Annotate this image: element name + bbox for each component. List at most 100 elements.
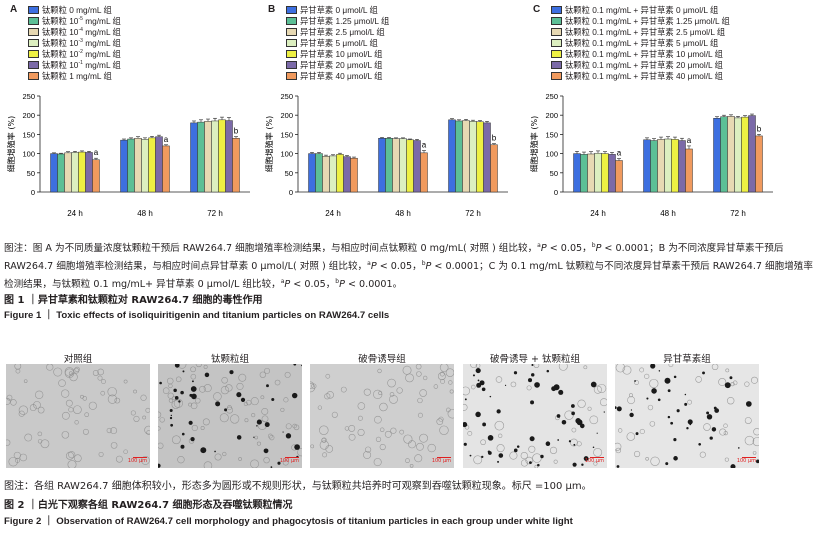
micrograph-image (615, 364, 759, 468)
cell (402, 365, 412, 375)
cell (282, 459, 289, 466)
legend-swatch (286, 5, 297, 14)
titanium-particle (277, 461, 281, 465)
cell (344, 426, 350, 431)
cell (723, 423, 728, 428)
cell (159, 417, 165, 423)
cell (753, 428, 759, 436)
cell (190, 373, 197, 380)
cell (644, 373, 650, 379)
cell (74, 366, 80, 373)
figure2-title-en: Figure 2 ｜ Observation of RAW264.7 cell … (4, 516, 573, 527)
titanium-particle (571, 404, 575, 408)
bar (155, 136, 163, 193)
cell (440, 379, 445, 384)
titanium-particle (664, 377, 671, 384)
cell (417, 397, 423, 404)
bar (755, 135, 763, 193)
scale-bar: 100 μm (737, 456, 756, 464)
y-axis-label: 细胞增殖率 (%) (264, 116, 274, 172)
cell (259, 371, 267, 378)
bar (490, 144, 498, 193)
titanium-particle (285, 433, 292, 439)
bar (350, 157, 358, 193)
cell (723, 430, 728, 436)
cell (437, 372, 446, 381)
cell (61, 431, 70, 439)
cell (363, 388, 371, 396)
cell (110, 442, 118, 449)
titanium-particle (496, 409, 501, 414)
cell (297, 448, 302, 457)
cell (230, 414, 240, 424)
cell (65, 451, 74, 460)
x-tick-label: 48 h (395, 209, 411, 218)
titanium-particle (646, 397, 649, 400)
titanium-particle (665, 462, 669, 466)
titanium-particle (687, 419, 693, 425)
cell (744, 417, 752, 424)
y-tick-label: 50 (285, 169, 293, 178)
cell (321, 437, 327, 443)
cell (324, 393, 331, 400)
cell (269, 434, 275, 441)
cell (222, 451, 227, 457)
cell (202, 418, 210, 426)
cell (6, 397, 11, 405)
cell (18, 410, 25, 417)
cell (331, 411, 338, 418)
panel-letter: B (268, 4, 276, 15)
cell (317, 405, 323, 410)
cell (639, 428, 645, 435)
titanium-particle (709, 436, 713, 440)
cell (175, 376, 182, 383)
cell (243, 401, 248, 407)
y-tick-label: 250 (545, 92, 558, 101)
cell (115, 455, 123, 463)
scale-bar-label: 100 μm (127, 458, 147, 464)
cell (445, 368, 454, 377)
titanium-particle (174, 396, 179, 400)
cell (310, 383, 316, 393)
cell (171, 400, 181, 409)
cell (593, 461, 598, 466)
titanium-particle (581, 463, 584, 466)
cell (34, 390, 44, 399)
y-tick-label: 100 (545, 150, 558, 159)
panel-letter: A (10, 4, 18, 15)
scale-bar-label: 100 μm (431, 458, 451, 464)
cell (732, 380, 738, 386)
cell (19, 453, 28, 462)
titanium-particle (603, 411, 605, 413)
cell (439, 364, 449, 372)
cell (498, 433, 503, 438)
cell (24, 433, 33, 442)
cell (65, 399, 73, 407)
cell (647, 404, 654, 411)
cell (199, 385, 206, 393)
cell (238, 457, 242, 461)
cell (375, 436, 382, 443)
bar (197, 121, 205, 193)
cell (285, 423, 292, 430)
legend-swatch (551, 60, 562, 69)
cell (473, 455, 483, 465)
titanium-particle (481, 387, 486, 392)
titanium-particle (256, 425, 258, 427)
cell (597, 383, 607, 393)
x-tick-label: 24 h (325, 209, 341, 218)
titanium-particle (737, 447, 740, 449)
x-tick-label: 24 h (67, 209, 83, 218)
cell (261, 407, 269, 415)
bar (615, 160, 623, 193)
cell (261, 415, 269, 423)
titanium-particle (498, 453, 504, 458)
titanium-particle (182, 370, 185, 373)
titanium-particle (651, 388, 657, 394)
titanium-particle (191, 380, 194, 383)
cell (416, 442, 424, 451)
cell (384, 430, 392, 438)
titanium-particle (264, 422, 270, 428)
titanium-particle (475, 368, 481, 374)
titanium-particle (174, 364, 180, 368)
